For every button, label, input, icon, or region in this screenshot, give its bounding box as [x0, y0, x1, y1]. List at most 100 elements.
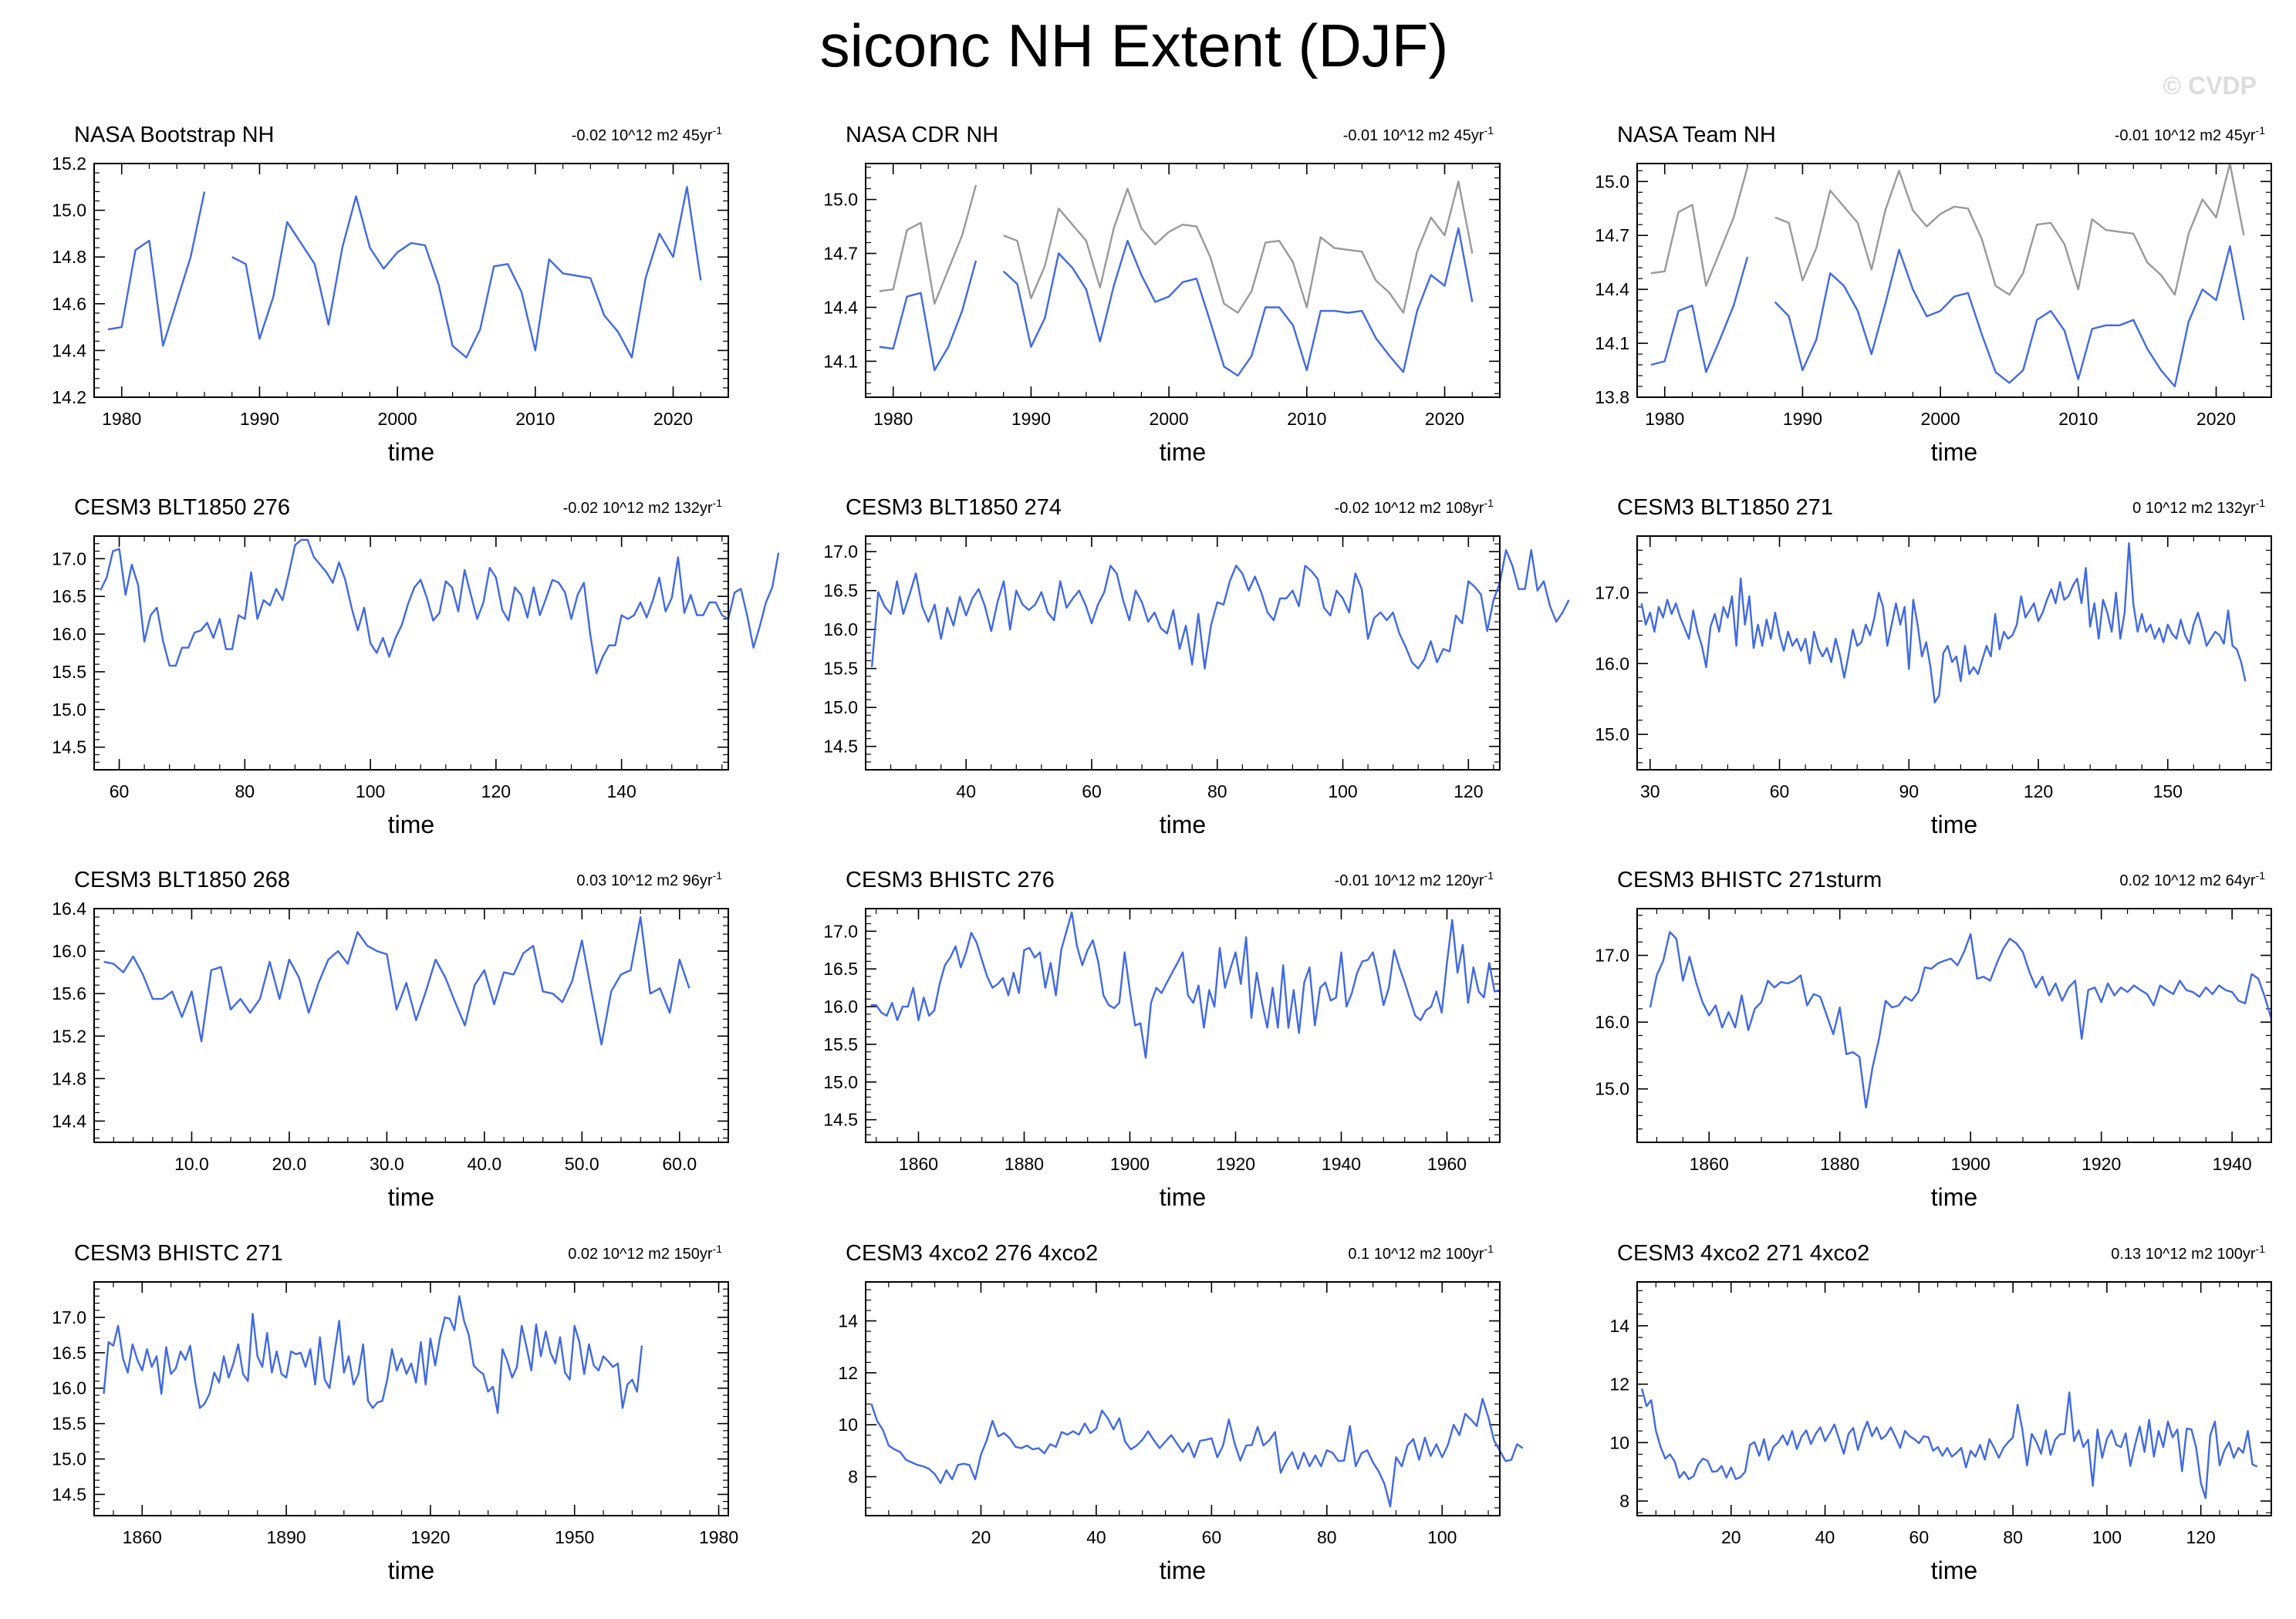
- x-tick-label: 1980: [873, 409, 913, 429]
- series-line-cesm3-bhistc-271sturm: [1649, 931, 2273, 1109]
- y-tick-label: 15.0: [823, 190, 858, 210]
- x-axis-label: time: [1931, 1183, 1977, 1211]
- x-tick-label: 60: [1909, 1527, 1930, 1547]
- x-tick-label: 60: [1770, 781, 1790, 801]
- x-tick-label: 1990: [240, 409, 279, 429]
- panel-title: NASA Team NH: [1617, 123, 1776, 147]
- y-tick-label: 15.5: [823, 659, 858, 679]
- x-tick-label: 30: [1640, 781, 1660, 801]
- y-tick-label: 10: [1609, 1432, 1629, 1452]
- y-tick-label: 16.0: [1595, 1012, 1629, 1032]
- y-tick-label: 15.6: [52, 983, 86, 1003]
- x-tick-label: 80: [235, 781, 255, 801]
- plot-frame: [1636, 908, 2272, 1143]
- x-tick-label: 1980: [699, 1527, 738, 1547]
- plot-frame: [1636, 163, 2272, 398]
- y-tick-label: 15.5: [823, 1034, 858, 1054]
- plot-frame: [865, 908, 1501, 1143]
- y-tick-label: 14.1: [1595, 333, 1629, 353]
- panel-nasa-team-nh: NASA Team NH -0.01 10^12 m2 45yr-1 13.8 14.…: [1595, 123, 2272, 466]
- panel-nasa-bootstrap-nh: NASA Bootstrap NH -0.02 10^12 m2 45yr-1 14…: [52, 123, 729, 466]
- y-tick-label: 14.1: [823, 351, 858, 371]
- panel-title: NASA CDR NH: [846, 123, 998, 147]
- x-tick-label: 1860: [899, 1154, 938, 1174]
- y-tick-label: 15.0: [1595, 724, 1629, 744]
- x-tick-label: 2020: [1425, 409, 1464, 429]
- trend-label: 0.02 10^12 m2 150yr-1: [568, 1243, 722, 1263]
- y-tick-label: 10: [838, 1415, 858, 1435]
- y-tick-label: 14.4: [1595, 279, 1629, 299]
- x-tick-label: 40: [956, 781, 976, 801]
- x-tick-label: 2000: [1921, 409, 1960, 429]
- x-axis-label: time: [388, 811, 434, 838]
- y-tick-label: 17.0: [52, 1307, 86, 1327]
- x-tick-label: 60.0: [662, 1154, 697, 1174]
- y-tick-label: 14.5: [823, 1110, 858, 1130]
- x-tick-label: 1900: [1951, 1154, 1990, 1174]
- panel-title: CESM3 4xco2 271 4xco2: [1617, 1241, 1869, 1266]
- panel-title: CESM3 BLT1850 274: [846, 495, 1062, 520]
- x-axis-label: time: [388, 1557, 434, 1584]
- y-tick-label: 14.5: [52, 737, 86, 757]
- y-tick-label: 12: [1609, 1374, 1629, 1395]
- y-tick-label: 15.0: [823, 697, 858, 717]
- series-line-nasa-cdr-nh: [1002, 227, 1474, 377]
- panel-cesm3-blt1850-271: CESM3 BLT1850 271 0 10^12 m2 132yr-1 15.0 1…: [1595, 495, 2272, 838]
- panel-cesm3-blt1850-274: CESM3 BLT1850 274 -0.02 10^12 m2 108yr-1 1…: [823, 495, 1570, 838]
- y-tick-label: 16.0: [1595, 653, 1629, 673]
- panel-cesm3-4xco2-276-4xco2: CESM3 4xco2 276 4xco2 0.1 10^12 m2 100yr-…: [838, 1241, 1524, 1584]
- x-tick-label: 20.0: [272, 1154, 307, 1174]
- y-tick-label: 14.5: [823, 737, 858, 757]
- y-tick-label: 15.0: [1595, 1079, 1629, 1099]
- y-tick-label: 13.8: [1595, 387, 1629, 407]
- y-tick-label: 15.2: [52, 1026, 86, 1046]
- series-line-nasa-bootstrap-nh: [1650, 167, 1749, 287]
- y-tick-label: 16.5: [52, 1343, 86, 1363]
- y-tick-label: 17.0: [1595, 582, 1629, 602]
- y-tick-label: 15.0: [1595, 171, 1629, 191]
- x-tick-label: 2020: [653, 409, 693, 429]
- y-tick-label: 14: [838, 1311, 858, 1331]
- series-line-cesm3-bhistc-271: [103, 1295, 643, 1415]
- panel-cesm3-bhistc-271sturm: CESM3 BHISTC 271sturm 0.02 10^12 m2 64yr-…: [1595, 868, 2273, 1211]
- series-line-nasa-cdr-nh: [879, 260, 977, 372]
- y-tick-label: 14.7: [1595, 225, 1629, 245]
- y-tick-label: 15.2: [52, 153, 86, 174]
- x-tick-label: 10.0: [174, 1154, 209, 1174]
- y-tick-label: 16.5: [52, 586, 86, 606]
- x-tick-label: 2010: [1287, 409, 1326, 429]
- y-tick-label: 17.0: [823, 921, 858, 941]
- plot-frame: [1636, 535, 2272, 771]
- x-tick-label: 40: [1815, 1527, 1835, 1547]
- watermark: © CVDP: [2163, 72, 2257, 100]
- x-tick-label: 1880: [1820, 1154, 1859, 1174]
- trend-label: 0.13 10^12 m2 100yr-1: [2111, 1243, 2265, 1263]
- panel-title: CESM3 BLT1850 276: [74, 495, 290, 520]
- series-line-nasa-bootstrap-nh: [879, 184, 977, 305]
- plot-frame: [865, 1281, 1501, 1516]
- y-tick-label: 16.0: [52, 941, 86, 961]
- panel-cesm3-blt1850-268: CESM3 BLT1850 268 0.03 10^12 m2 96yr-1 14.…: [52, 868, 729, 1211]
- series-line-cesm3-4xco2-276-4xco2: [870, 1398, 1524, 1508]
- x-axis-label: time: [388, 438, 434, 466]
- x-tick-label: 1920: [1216, 1154, 1255, 1174]
- x-tick-label: 80: [2003, 1527, 2023, 1547]
- x-tick-label: 1900: [1110, 1154, 1150, 1174]
- trend-label: 0.02 10^12 m2 64yr-1: [2119, 869, 2265, 889]
- x-tick-label: 80: [1317, 1527, 1337, 1547]
- y-tick-label: 14: [1609, 1316, 1629, 1336]
- x-axis-label: time: [1160, 811, 1206, 838]
- x-tick-label: 20: [971, 1527, 991, 1547]
- y-tick-label: 17.0: [823, 541, 858, 562]
- x-tick-label: 1890: [267, 1527, 306, 1547]
- x-tick-label: 1920: [2082, 1154, 2121, 1174]
- x-tick-label: 1860: [1690, 1154, 1729, 1174]
- panel-cesm3-bhistc-276: CESM3 BHISTC 276 -0.01 10^12 m2 120yr-1 14…: [823, 868, 1501, 1211]
- x-tick-label: 30.0: [370, 1154, 404, 1174]
- y-tick-label: 16.0: [823, 619, 858, 639]
- y-tick-label: 8: [1619, 1491, 1629, 1511]
- x-tick-label: 1990: [1011, 409, 1051, 429]
- plot-frame: [93, 1281, 729, 1516]
- panel-title: CESM3 BLT1850 271: [1617, 495, 1833, 520]
- series-line-cesm3-blt1850-268: [103, 916, 690, 1046]
